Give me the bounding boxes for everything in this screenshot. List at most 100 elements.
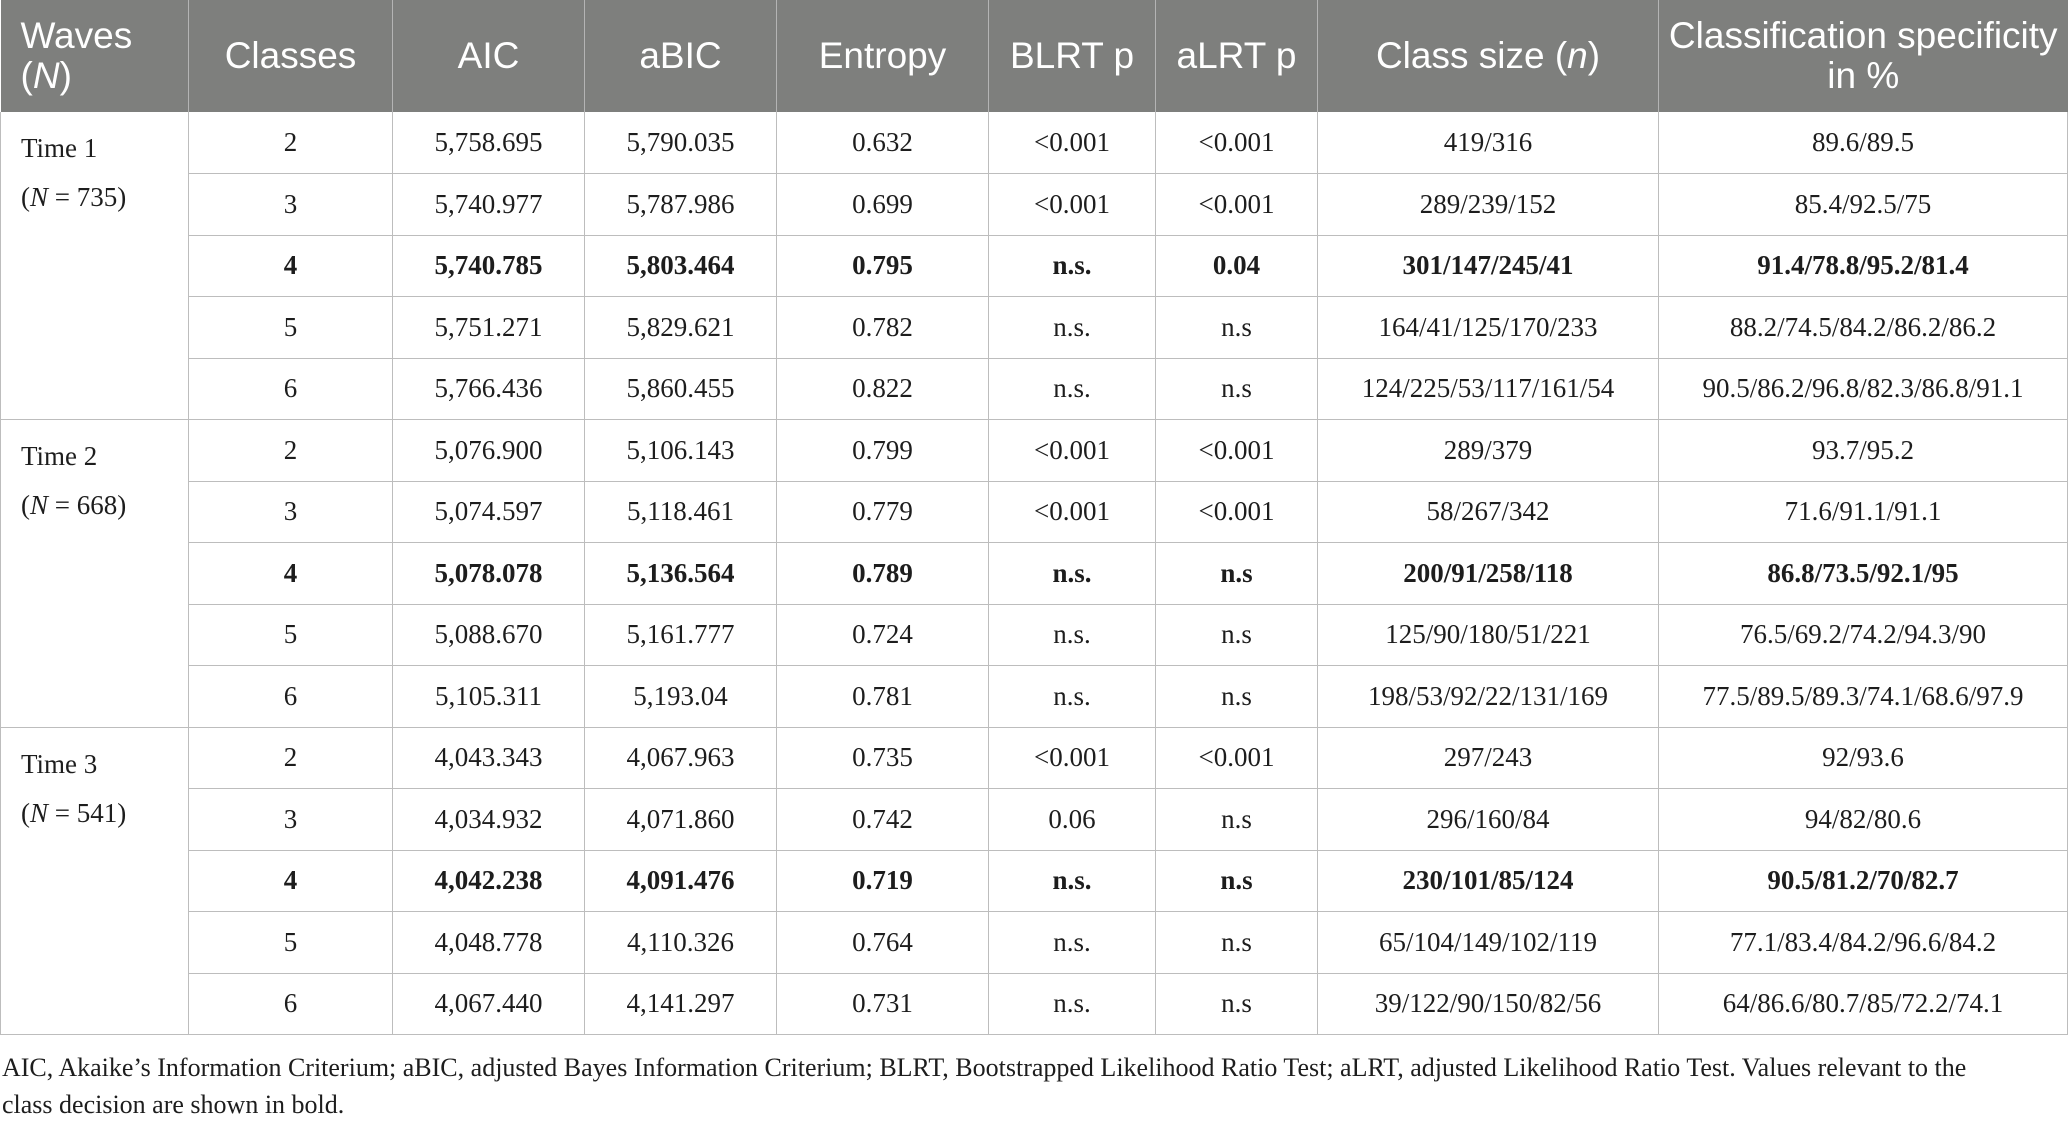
table-row: 4 4,042.238 4,091.476 0.719 n.s. n.s 230/101/8… xyxy=(1,850,2068,912)
entropy-cell: 0.789 xyxy=(776,542,989,605)
alrt-cell: <0.001 xyxy=(1155,727,1318,789)
wave-n-symbol: N xyxy=(30,182,49,212)
class-size-cell: 198/53/92/22/131/169 xyxy=(1317,665,1659,728)
table-row: 6 5,105.311 5,193.04 0.781 n.s. n.s 198/53/92/… xyxy=(1,665,2068,728)
table-row: 5 5,751.271 5,829.621 0.782 n.s. n.s 164/41/12… xyxy=(1,296,2068,359)
table-row: 5 5,088.670 5,161.777 0.724 n.s. n.s 125/90/18… xyxy=(1,604,2068,666)
table-row: Time 1 (N = 735) 2 5,758.695 5,790.035 0.632 <… xyxy=(0,112,2068,420)
aic-cell: 5,078.078 xyxy=(392,542,585,605)
alrt-cell: n.s xyxy=(1155,542,1318,605)
alrt-cell: n.s xyxy=(1155,911,1318,974)
class-size-cell: 65/104/149/102/119 xyxy=(1317,911,1659,974)
wave-n-symbol: N xyxy=(30,797,49,828)
wave-n-value: = 668 xyxy=(48,490,118,520)
blrt-cell: <0.001 xyxy=(988,112,1156,174)
abic-cell: 5,106.143 xyxy=(584,419,777,482)
wave-label-cell: Time 1 (N = 735) xyxy=(0,112,189,420)
class-size-cell: 58/267/342 xyxy=(1317,481,1659,543)
classes-cell: 6 xyxy=(188,665,393,728)
alrt-cell: n.s xyxy=(1155,850,1318,912)
blrt-cell: n.s. xyxy=(988,604,1156,666)
aic-cell: 4,048.778 xyxy=(392,911,585,974)
blrt-cell: n.s. xyxy=(988,850,1156,912)
table-footnote: AIC, Akaike’s Information Criterium; aBI… xyxy=(2,1049,2062,1123)
abic-cell: 5,193.04 xyxy=(584,665,777,728)
entropy-cell: 0.781 xyxy=(776,665,989,728)
aic-cell: 4,067.440 xyxy=(392,973,585,1035)
alrt-cell: n.s xyxy=(1155,604,1318,666)
specificity-cell: 77.5/89.5/89.3/74.1/68.6/97.9 xyxy=(1658,665,2068,728)
class-size-cell: 124/225/53/117/161/54 xyxy=(1317,358,1659,420)
specificity-cell: 91.4/78.8/95.2/81.4 xyxy=(1658,235,2068,297)
blrt-cell: n.s. xyxy=(988,665,1156,728)
classes-cell: 4 xyxy=(188,235,393,297)
class-size-cell: 289/379 xyxy=(1317,419,1659,482)
specificity-cell: 90.5/86.2/96.8/82.3/86.8/91.1 xyxy=(1658,358,2068,420)
class-size-cell: 297/243 xyxy=(1317,727,1659,789)
abic-cell: 4,110.326 xyxy=(584,911,777,974)
specificity-cell: 86.8/73.5/92.1/95 xyxy=(1658,542,2068,605)
abic-cell: 4,071.860 xyxy=(584,788,777,851)
classes-cell: 5 xyxy=(188,911,393,974)
entropy-cell: 0.632 xyxy=(776,112,989,174)
specificity-cell: 92/93.6 xyxy=(1658,727,2068,789)
alrt-cell: <0.001 xyxy=(1155,481,1318,543)
abic-cell: 4,091.476 xyxy=(584,850,777,912)
col-header-blrt: BLRT p xyxy=(988,0,1156,112)
table-body: Time 1 (N = 735) 2 5,758.695 5,790.035 0.632 <… xyxy=(0,112,2068,1035)
classes-cell: 3 xyxy=(188,788,393,851)
wave-n-value: = 735 xyxy=(48,182,118,212)
entropy-cell: 0.782 xyxy=(776,296,989,359)
aic-cell: 5,758.695 xyxy=(392,112,585,174)
classes-cell: 2 xyxy=(188,112,393,174)
entropy-cell: 0.779 xyxy=(776,481,989,543)
abic-cell: 5,787.986 xyxy=(584,173,777,236)
table-header: Waves (N) Classes AIC aBIC Entropy BLRT p… xyxy=(0,0,2068,112)
blrt-cell: n.s. xyxy=(988,358,1156,420)
model-fit-table: Waves (N) Classes AIC aBIC Entropy BLRT p… xyxy=(0,0,2068,1035)
col-header-entropy: Entropy xyxy=(776,0,989,112)
alrt-cell: n.s xyxy=(1155,973,1318,1035)
col-header-waves: Waves (N) xyxy=(0,0,189,112)
blrt-cell: <0.001 xyxy=(988,419,1156,482)
aic-cell: 5,751.271 xyxy=(392,296,585,359)
alrt-cell: <0.001 xyxy=(1155,419,1318,482)
specificity-cell: 71.6/91.1/91.1 xyxy=(1658,481,2068,543)
abic-cell: 5,790.035 xyxy=(584,112,777,174)
blrt-cell: n.s. xyxy=(988,235,1156,297)
col-header-alrt: aLRT p xyxy=(1155,0,1318,112)
specificity-cell: 93.7/95.2 xyxy=(1658,419,2068,482)
blrt-cell: 0.06 xyxy=(988,788,1156,851)
entropy-cell: 0.699 xyxy=(776,173,989,236)
blrt-cell: n.s. xyxy=(988,973,1156,1035)
footnote-line-2: class decision are shown in bold. xyxy=(2,1090,345,1119)
aic-cell: 5,740.785 xyxy=(392,235,585,297)
specificity-cell: 89.6/89.5 xyxy=(1658,112,2068,174)
wave-label-cell: Time 2 (N = 668) xyxy=(0,419,189,728)
abic-cell: 5,829.621 xyxy=(584,296,777,359)
aic-cell: 5,740.977 xyxy=(392,173,585,236)
wave-label-cell: Time 3 (N = 541) xyxy=(0,727,189,1035)
table-row: Time 2 (N = 668) 2 5,076.900 5,106.143 0.799 <… xyxy=(0,419,2068,728)
entropy-cell: 0.724 xyxy=(776,604,989,666)
abic-cell: 5,161.777 xyxy=(584,604,777,666)
classes-cell: 3 xyxy=(188,173,393,236)
specificity-cell: 94/82/80.6 xyxy=(1658,788,2068,851)
class-size-cell: 39/122/90/150/82/56 xyxy=(1317,973,1659,1035)
aic-cell: 5,074.597 xyxy=(392,481,585,543)
entropy-cell: 0.742 xyxy=(776,788,989,851)
abic-cell: 5,803.464 xyxy=(584,235,777,297)
specificity-cell: 76.5/69.2/74.2/94.3/90 xyxy=(1658,604,2068,666)
classes-cell: 6 xyxy=(188,973,393,1035)
specificity-cell: 90.5/81.2/70/82.7 xyxy=(1658,850,2068,912)
entropy-cell: 0.764 xyxy=(776,911,989,974)
classes-cell: 5 xyxy=(188,604,393,666)
aic-cell: 4,034.932 xyxy=(392,788,585,851)
blrt-cell: <0.001 xyxy=(988,727,1156,789)
aic-cell: 4,042.238 xyxy=(392,850,585,912)
class-size-cell: 230/101/85/124 xyxy=(1317,850,1659,912)
alrt-cell: n.s xyxy=(1155,788,1318,851)
entropy-cell: 0.719 xyxy=(776,850,989,912)
table-row: 6 4,067.440 4,141.297 0.731 n.s. n.s 39/122/90… xyxy=(1,973,2068,1035)
col-header-class-size: Class size (n) xyxy=(1317,0,1659,112)
